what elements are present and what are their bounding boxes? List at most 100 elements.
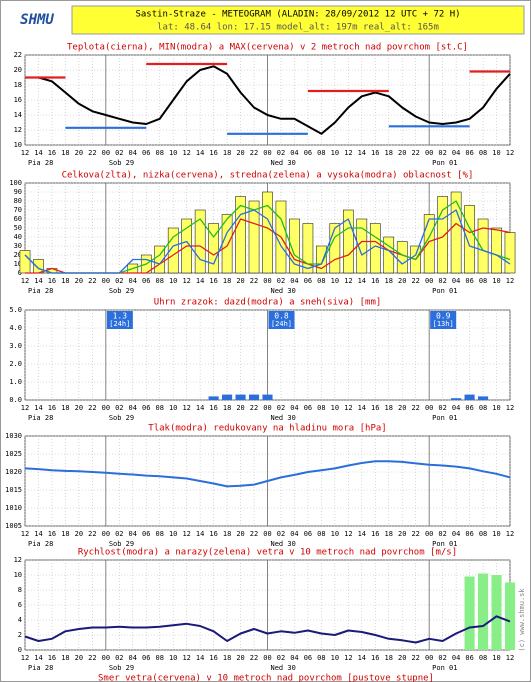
- day-label: Pia 28: [28, 414, 53, 422]
- total-period: [13h]: [433, 320, 454, 328]
- y-tick-label: 22: [14, 51, 22, 59]
- bar: [504, 582, 516, 650]
- x-tick-label: 10: [169, 654, 177, 662]
- x-tick-label: 02: [438, 277, 446, 285]
- x-tick-label: 12: [182, 530, 190, 538]
- x-tick-label: 20: [75, 654, 83, 662]
- header-title: Sastin-Straze - METEOGRAM (ALADIN: 28/09…: [135, 10, 460, 20]
- bar: [316, 245, 327, 274]
- x-tick-label: 22: [88, 530, 96, 538]
- x-tick-label: 12: [344, 149, 352, 157]
- x-tick-label: 18: [223, 149, 231, 157]
- x-tick-label: 14: [358, 277, 366, 285]
- y-tick-label: 0: [18, 646, 22, 654]
- x-tick-label: 14: [34, 277, 42, 285]
- x-tick-label: 14: [34, 530, 42, 538]
- x-tick-label: 14: [358, 149, 366, 157]
- x-tick-label: 04: [129, 654, 137, 662]
- bar: [437, 196, 448, 274]
- day-label: Ned 30: [271, 414, 296, 422]
- x-tick-label: 06: [465, 149, 473, 157]
- line: [24, 209, 511, 274]
- x-tick-label: 18: [385, 404, 393, 412]
- x-tick-label: 04: [129, 277, 137, 285]
- x-tick-label: 06: [304, 654, 312, 662]
- x-tick-label: 20: [75, 404, 83, 412]
- x-tick-label: 14: [196, 404, 204, 412]
- x-tick-label: 06: [142, 149, 150, 157]
- total-box: [268, 311, 295, 329]
- x-tick-label: 06: [304, 149, 312, 157]
- x-tick-label: 20: [236, 404, 244, 412]
- day-label: Sob 29: [109, 287, 134, 295]
- y-tick-label: 1010: [5, 504, 22, 512]
- x-tick-label: 22: [411, 149, 419, 157]
- x-tick-label: 12: [506, 149, 514, 157]
- y-tick-label: 10: [14, 260, 22, 268]
- x-tick-label: 16: [48, 149, 56, 157]
- bar: [477, 218, 489, 274]
- day-label: Pon 01: [432, 664, 457, 672]
- x-tick-label: 20: [236, 530, 244, 538]
- x-tick-label: 16: [371, 277, 379, 285]
- y-tick-label: 10: [14, 141, 22, 149]
- bar: [343, 209, 354, 274]
- bar: [451, 398, 462, 400]
- x-tick-label: 06: [465, 654, 473, 662]
- x-tick-label: 06: [465, 530, 473, 538]
- x-tick-label: 20: [398, 530, 406, 538]
- bar: [491, 227, 502, 274]
- x-tick-label: 04: [290, 404, 298, 412]
- x-tick-label: 00: [263, 654, 271, 662]
- x-tick-label: 04: [129, 404, 137, 412]
- x-tick-label: 06: [465, 277, 473, 285]
- x-tick-label: 00: [425, 149, 433, 157]
- panel-title: Uhrn zrazok: dazd(modra) a sneh(siva) [m…: [154, 298, 382, 308]
- x-tick-label: 08: [317, 654, 325, 662]
- x-tick-label: 12: [21, 404, 29, 412]
- y-tick-label: 4.0: [9, 324, 22, 332]
- x-tick-label: 06: [465, 404, 473, 412]
- day-label: Pia 28: [28, 287, 53, 295]
- x-tick-label: 12: [344, 404, 352, 412]
- x-tick-label: 10: [169, 149, 177, 157]
- y-tick-label: 6: [18, 601, 22, 609]
- x-tick-label: 10: [331, 149, 339, 157]
- x-tick-label: 10: [331, 277, 339, 285]
- day-label: Pon 01: [432, 540, 457, 548]
- x-tick-label: 12: [506, 654, 514, 662]
- x-tick-label: 02: [438, 149, 446, 157]
- logo: SHMU: [20, 12, 54, 28]
- x-tick-label: 10: [331, 404, 339, 412]
- x-tick-label: 06: [142, 654, 150, 662]
- x-tick-label: 14: [196, 149, 204, 157]
- x-tick-label: 04: [129, 530, 137, 538]
- y-tick-label: 2.0: [9, 360, 22, 368]
- bar: [194, 209, 206, 274]
- bar: [329, 223, 341, 274]
- x-tick-label: 20: [75, 530, 83, 538]
- y-tick-label: 20: [14, 251, 22, 259]
- x-tick-label: 04: [129, 149, 137, 157]
- y-tick-label: 14: [14, 111, 22, 119]
- x-tick-label: 14: [196, 277, 204, 285]
- x-tick-label: 16: [209, 530, 217, 538]
- x-tick-label: 04: [290, 654, 298, 662]
- bar: [504, 232, 516, 274]
- logo-box: [6, 6, 68, 34]
- day-label: Sob 29: [109, 414, 134, 422]
- x-tick-label: 14: [34, 149, 42, 157]
- bar: [262, 191, 273, 274]
- day-label: Pon 01: [432, 159, 457, 167]
- x-tick-label: 04: [452, 654, 460, 662]
- x-tick-label: 12: [344, 654, 352, 662]
- x-tick-label: 10: [492, 149, 500, 157]
- x-tick-label: 20: [75, 277, 83, 285]
- x-tick-label: 08: [479, 149, 487, 157]
- x-tick-label: 00: [102, 654, 110, 662]
- day-label: Sob 29: [109, 540, 134, 548]
- x-tick-label: 02: [277, 654, 285, 662]
- bar: [450, 191, 462, 274]
- x-tick-label: 00: [425, 530, 433, 538]
